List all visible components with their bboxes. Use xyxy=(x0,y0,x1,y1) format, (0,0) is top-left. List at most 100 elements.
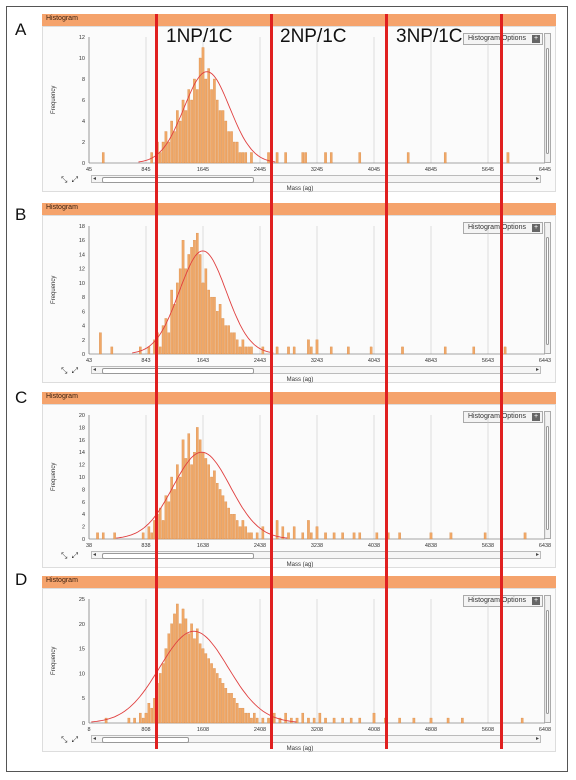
histogram-bar xyxy=(284,712,287,724)
histogram-bar xyxy=(224,325,228,355)
horizontal-scroll-thumb[interactable] xyxy=(102,737,189,743)
histogram-bar xyxy=(150,707,153,724)
histogram-bar xyxy=(196,427,199,540)
plus-icon: + xyxy=(532,597,540,605)
vertical-scrollbar[interactable] xyxy=(544,33,551,163)
y-tick-label: 4 xyxy=(82,512,85,518)
histogram-bar xyxy=(241,152,245,164)
y-tick-label: 8 xyxy=(82,77,85,83)
horizontal-scrollbar[interactable]: ◂ ▸ xyxy=(91,175,541,183)
histogram-bar xyxy=(181,439,185,540)
scroll-left-icon[interactable]: ◂ xyxy=(93,367,97,373)
histogram-bar xyxy=(449,532,453,540)
x-tick-label: 2443 xyxy=(254,358,266,364)
horizontal-scrollbar[interactable]: ◂ ▸ xyxy=(91,735,541,743)
horizontal-scroll-thumb[interactable] xyxy=(102,368,254,374)
histogram-bar xyxy=(158,152,162,164)
panel-body: Histogram Options +0 2 4 6 8 10 12 14 16 18 43 843 16… xyxy=(42,215,556,383)
histogram-bar xyxy=(341,532,344,540)
histogram-bar xyxy=(176,110,179,164)
histogram-panel-b: Histogram Histogram Options +0 2 4 6 8 10 12 14 16… xyxy=(42,203,556,383)
scroll-right-icon[interactable]: ▸ xyxy=(535,736,539,742)
histogram-bar xyxy=(158,346,162,355)
scroll-left-icon[interactable]: ◂ xyxy=(93,552,97,558)
histogram-bar xyxy=(207,289,210,355)
histogram-bar xyxy=(187,89,191,164)
histogram-bar xyxy=(141,717,145,724)
histogram-bar xyxy=(181,608,185,724)
x-tick-label: 3245 xyxy=(311,167,323,173)
scroll-left-icon[interactable]: ◂ xyxy=(93,736,97,742)
histogram-bar xyxy=(198,643,202,724)
scroll-right-icon[interactable]: ▸ xyxy=(535,176,539,182)
x-tick-label: 2408 xyxy=(254,727,266,733)
expand-collapse-icon[interactable]: ⤡ ⤢ xyxy=(61,366,80,375)
histogram-panel-a: Histogram Histogram Options +0 2 4 6 8 10 12 45 84… xyxy=(42,14,556,192)
histogram-bar xyxy=(210,89,213,164)
histogram-bar xyxy=(164,648,168,724)
histogram-bar xyxy=(184,618,188,724)
vertical-scrollbar[interactable] xyxy=(544,411,551,539)
histogram-bar xyxy=(196,628,199,724)
horizontal-scrollbar[interactable]: ◂ ▸ xyxy=(91,366,541,374)
x-tick-label: 5638 xyxy=(482,543,494,549)
x-tick-label: 2438 xyxy=(254,543,266,549)
histogram-bar xyxy=(412,717,416,724)
x-tick-label: 4845 xyxy=(425,167,437,173)
histogram-options-button[interactable]: Histogram Options + xyxy=(463,222,543,234)
histogram-bar xyxy=(104,717,108,724)
histogram-bar xyxy=(247,346,250,355)
vertical-scrollbar[interactable] xyxy=(544,222,551,354)
histogram-bar xyxy=(324,717,327,724)
histogram-bar xyxy=(235,703,239,724)
expand-collapse-icon[interactable]: ⤡ ⤢ xyxy=(61,551,80,560)
x-axis-label: Mass (ag) xyxy=(286,562,314,568)
vertical-scroll-thumb[interactable] xyxy=(546,610,549,714)
histogram-bar xyxy=(233,698,236,724)
vertical-scroll-thumb[interactable] xyxy=(546,237,549,345)
histogram-bar xyxy=(164,131,168,164)
histogram-bar xyxy=(96,532,99,540)
scroll-left-icon[interactable]: ◂ xyxy=(93,176,97,182)
histogram-options-button[interactable]: Histogram Options + xyxy=(463,411,543,423)
histogram-options-button[interactable]: Histogram Options + xyxy=(463,595,543,607)
region-label-1np: 1NP/1C xyxy=(166,26,233,47)
region-label-3np: 3NP/1C xyxy=(396,26,463,47)
histogram-bar xyxy=(290,717,293,724)
expand-collapse-icon[interactable]: ⤡ ⤢ xyxy=(61,735,80,744)
scroll-right-icon[interactable]: ▸ xyxy=(535,367,539,373)
x-tick-label: 4043 xyxy=(368,358,380,364)
expand-collapse-icon[interactable]: ⤡ ⤢ xyxy=(61,175,80,184)
horizontal-scrollbar[interactable]: ◂ ▸ xyxy=(91,551,541,559)
histogram-bar xyxy=(233,514,236,540)
horizontal-scroll-thumb[interactable] xyxy=(102,177,254,183)
histogram-bar xyxy=(307,717,310,724)
histogram-bar xyxy=(310,532,313,540)
histogram-bar xyxy=(190,247,193,355)
vertical-scroll-thumb[interactable] xyxy=(546,426,549,530)
vertical-scrollbar[interactable] xyxy=(544,595,551,723)
divider-line-4 xyxy=(500,14,503,749)
x-tick-label: 6408 xyxy=(539,727,551,733)
x-tick-label: 5645 xyxy=(482,167,494,173)
histogram-bar xyxy=(167,332,171,355)
histogram-bar xyxy=(227,693,230,724)
histogram-bar xyxy=(250,532,253,540)
histogram-bar xyxy=(307,520,310,540)
histogram-bar xyxy=(161,325,165,355)
histogram-bar xyxy=(506,152,510,164)
panel-title: Histogram xyxy=(46,577,78,584)
vertical-scroll-thumb[interactable] xyxy=(546,48,549,154)
histogram-bar xyxy=(196,232,199,355)
histogram-bar xyxy=(161,141,165,164)
scroll-right-icon[interactable]: ▸ xyxy=(535,552,539,558)
horizontal-scroll-thumb[interactable] xyxy=(102,553,254,559)
y-tick-label: 6 xyxy=(82,500,85,506)
histogram-options-button[interactable]: Histogram Options + xyxy=(463,33,543,45)
histogram-bar xyxy=(324,152,327,164)
histogram-bar xyxy=(221,110,225,164)
histogram-bar xyxy=(358,152,362,164)
panel-letter-c: C xyxy=(15,388,28,407)
x-tick-label: 1645 xyxy=(197,167,209,173)
histogram-bar xyxy=(349,717,353,724)
